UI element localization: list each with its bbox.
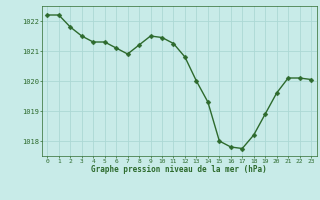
X-axis label: Graphe pression niveau de la mer (hPa): Graphe pression niveau de la mer (hPa) xyxy=(91,165,267,174)
